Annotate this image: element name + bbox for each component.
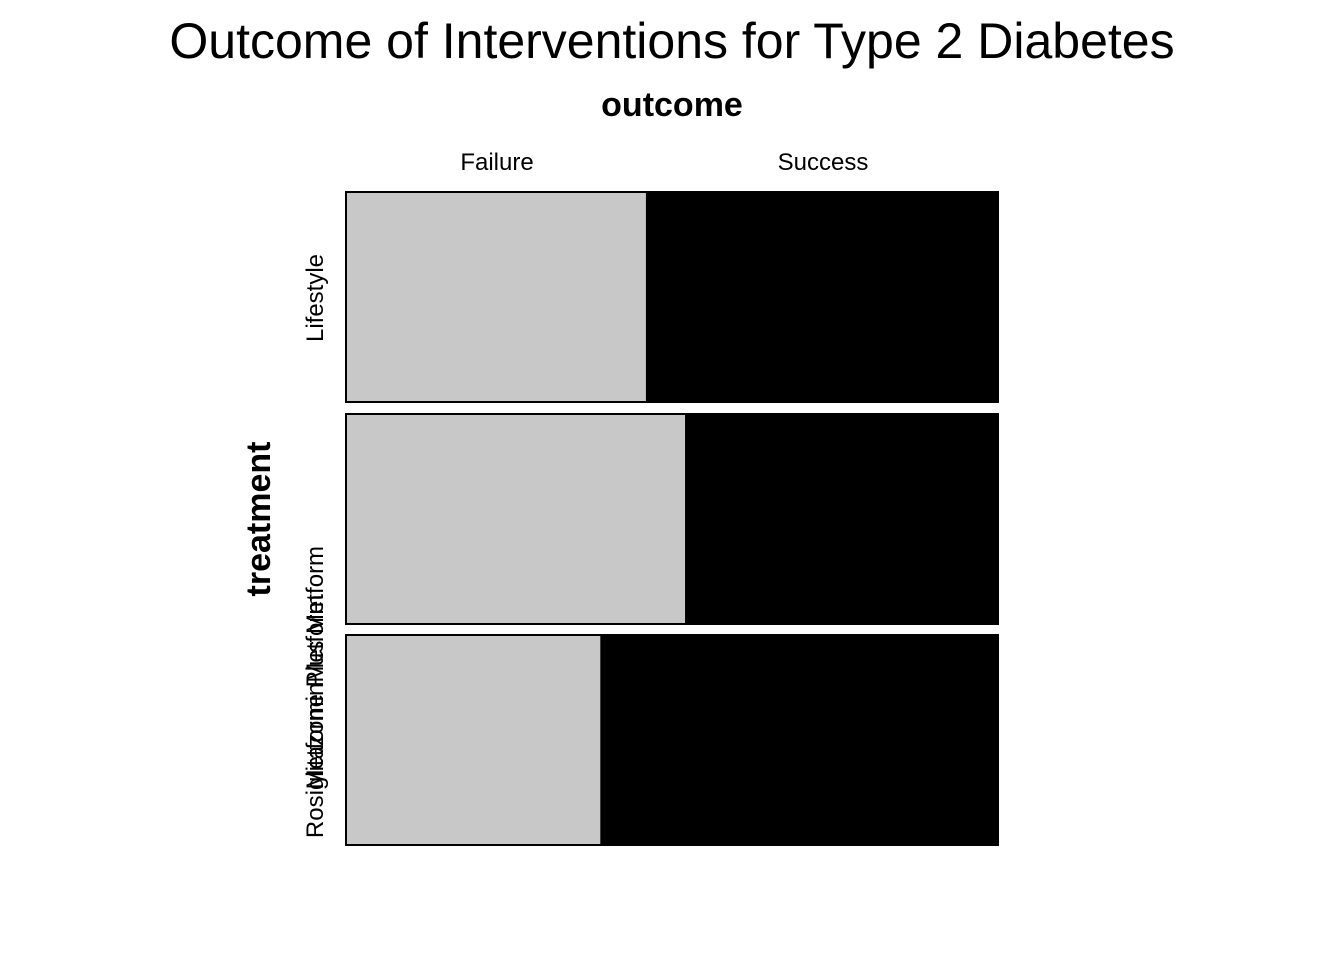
row-variable-label: treatment — [240, 442, 278, 597]
cell-success-row-1 — [645, 192, 998, 402]
column-variable-label: outcome — [601, 86, 743, 124]
cell-success-row-3 — [600, 635, 998, 845]
cell-border-row-1 — [345, 191, 999, 403]
chart-title: Outcome of Interventions for Type 2 Diab… — [169, 13, 1174, 69]
cell-border-row-2 — [345, 413, 999, 625]
cell-failure-row-1 — [346, 192, 646, 402]
cell-failure-row-2 — [346, 414, 686, 624]
cell-border-row-3 — [345, 634, 999, 846]
row-label-3: Rosiglitazone Plus Metform — [302, 546, 329, 838]
column-label-success: Success — [778, 149, 869, 176]
column-label-failure: Failure — [460, 149, 533, 176]
mosaic-cells — [345, 191, 999, 846]
row-label-1: Lifestyle — [302, 254, 329, 342]
row-label-2: MetforminMetform — [302, 595, 329, 790]
cell-success-row-2 — [685, 414, 998, 624]
column-labels: Failure Success — [460, 149, 868, 176]
cell-failure-row-3 — [346, 635, 601, 845]
